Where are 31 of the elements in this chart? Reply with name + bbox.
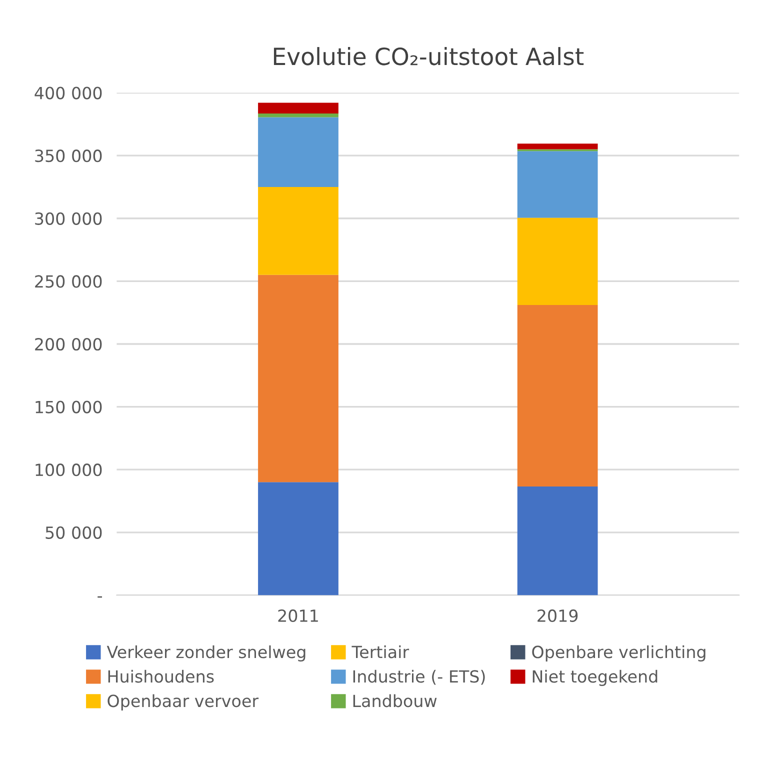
y-tick-label: 200 000 bbox=[35, 338, 102, 351]
bar bbox=[258, 113, 338, 118]
y-tick-label: 400 000 bbox=[34, 86, 102, 100]
bar bbox=[258, 186, 338, 275]
y-tick-label: 350 000 bbox=[35, 150, 102, 162]
legend-label: Verkeer zonder snelweg bbox=[106, 645, 306, 662]
bar bbox=[517, 305, 598, 487]
bar bbox=[258, 482, 338, 596]
bar bbox=[258, 117, 338, 187]
legend-label: Landbouw bbox=[353, 694, 437, 708]
legend-label: Industrie (- ETS) bbox=[353, 670, 485, 685]
x-tick-label: 2011 bbox=[278, 609, 318, 622]
y-tick-label: 100 000 bbox=[36, 464, 102, 476]
y-tick-label: 300 000 bbox=[35, 212, 102, 225]
y-tick-label: - bbox=[98, 596, 102, 598]
bar bbox=[258, 102, 338, 114]
y-tick-label: 250 000 bbox=[35, 275, 102, 288]
y-tick-label: 50 000 bbox=[46, 526, 102, 539]
bar bbox=[517, 218, 598, 306]
bar bbox=[517, 151, 598, 218]
y-tick-label: 150 000 bbox=[36, 400, 102, 414]
legend-label: Niet toegekend bbox=[532, 670, 658, 686]
legend-label: Openbare verlichting bbox=[532, 645, 706, 662]
legend-label: Openbaar vervoer bbox=[108, 694, 259, 710]
bar bbox=[517, 486, 598, 596]
bar bbox=[258, 274, 338, 482]
bar bbox=[517, 144, 598, 150]
legend-label: Huishoudens bbox=[108, 670, 214, 683]
legend-label: Tertiair bbox=[352, 645, 410, 658]
x-tick-label: 2019 bbox=[538, 609, 578, 622]
chart-title: Evolutie CO₂-uitstoot Aalst bbox=[274, 47, 584, 66]
